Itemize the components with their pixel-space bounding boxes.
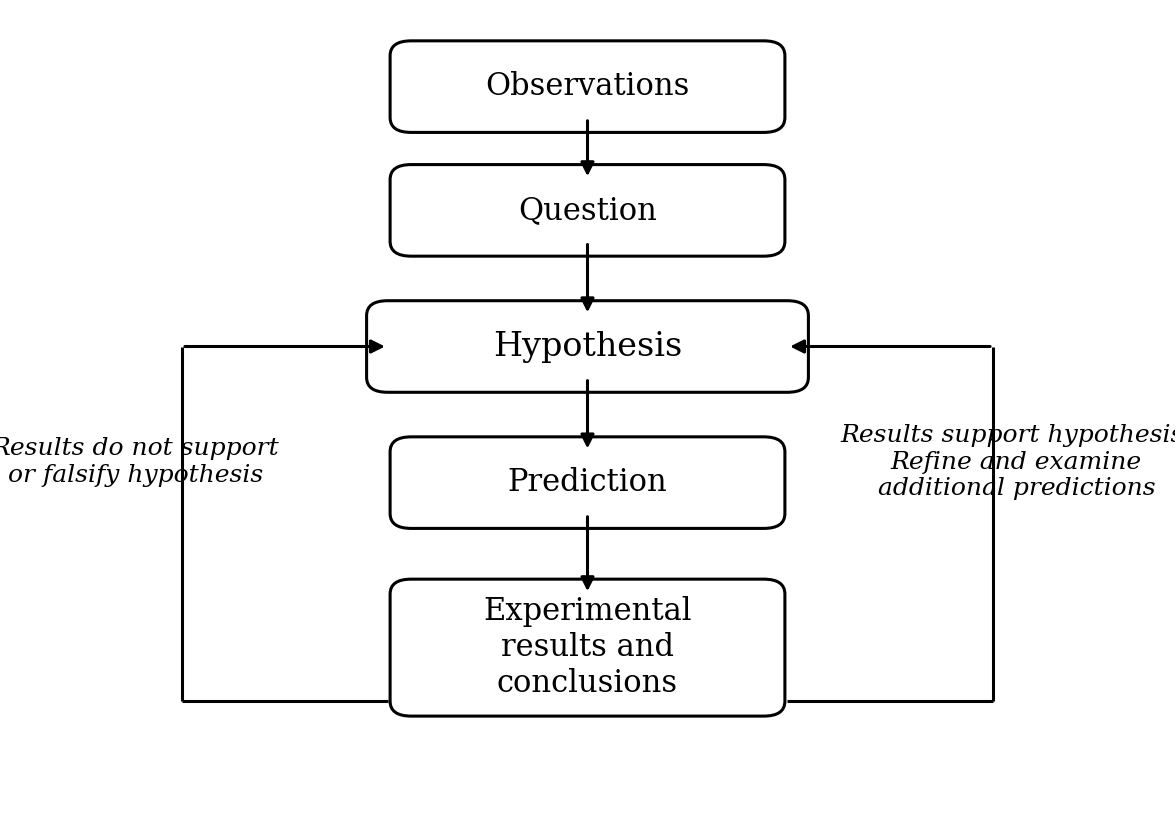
- Text: Question: Question: [518, 195, 657, 226]
- FancyBboxPatch shape: [390, 437, 785, 529]
- FancyBboxPatch shape: [367, 301, 808, 393]
- Text: Experimental
results and
conclusions: Experimental results and conclusions: [483, 596, 692, 699]
- Text: Observations: Observations: [485, 71, 690, 102]
- FancyBboxPatch shape: [390, 165, 785, 256]
- Text: Results support hypothesis.
Refine and examine
additional predictions: Results support hypothesis. Refine and e…: [840, 424, 1175, 500]
- Text: Results do not support
or falsify hypothesis: Results do not support or falsify hypoth…: [0, 437, 278, 487]
- FancyBboxPatch shape: [390, 40, 785, 132]
- Text: Hypothesis: Hypothesis: [492, 331, 683, 362]
- FancyBboxPatch shape: [390, 579, 785, 716]
- Text: Prediction: Prediction: [508, 467, 667, 498]
